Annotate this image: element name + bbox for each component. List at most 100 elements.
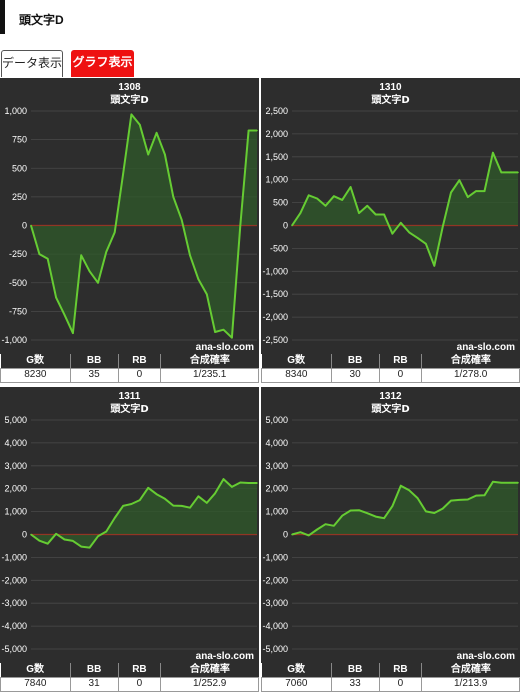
- y-tick-label: -5,000: [262, 644, 288, 654]
- data-point: [291, 224, 293, 227]
- y-tick-label: 2,000: [265, 129, 288, 139]
- data-point: [492, 481, 494, 483]
- tab-graph-view[interactable]: グラフ表示: [71, 50, 134, 77]
- data-point: [508, 171, 511, 174]
- data-point: [374, 515, 377, 518]
- data-point: [316, 197, 318, 200]
- data-point: [307, 534, 310, 537]
- stats-header-row: G数 BB RB 合成確率: [261, 663, 520, 677]
- data-point: [155, 493, 158, 495]
- data-point: [366, 512, 369, 514]
- data-point: [433, 265, 436, 267]
- chart-title: 1312: [379, 391, 402, 402]
- data-point: [164, 153, 166, 156]
- stats-rate-cell: 1/252.9: [160, 676, 259, 692]
- data-point: [239, 224, 242, 227]
- data-point: [391, 232, 394, 235]
- data-point: [256, 482, 258, 484]
- data-point: [247, 129, 250, 132]
- data-point: [299, 531, 302, 533]
- y-tick-label: 1,000: [265, 175, 288, 185]
- data-point: [30, 224, 32, 227]
- stats-header-cell: BB: [331, 354, 380, 368]
- data-point: [358, 509, 360, 511]
- data-point: [239, 481, 242, 484]
- y-tick-label: -2,000: [262, 312, 288, 322]
- data-point: [475, 494, 477, 497]
- data-point: [416, 237, 419, 239]
- data-point: [105, 530, 108, 533]
- y-tick-label: 2,000: [4, 484, 27, 494]
- data-point: [231, 486, 233, 488]
- chart-title: 1311: [119, 391, 141, 402]
- stats-games-cell: 7840: [0, 676, 71, 692]
- data-point: [80, 545, 82, 548]
- data-point: [341, 199, 343, 201]
- stats-bb-cell: 35: [69, 367, 119, 383]
- y-tick-label: -3,000: [1, 598, 27, 608]
- stats-bb-cell: 33: [330, 676, 380, 692]
- data-point: [508, 481, 511, 484]
- data-point: [450, 499, 452, 502]
- data-point: [55, 296, 57, 299]
- data-point: [467, 196, 469, 198]
- chart-container: 1308 頭文字D 1,000 750 500 250 0 -250 -500 -750 -1,00…: [0, 78, 259, 354]
- data-point: [222, 328, 225, 331]
- y-tick-label: -4,000: [1, 621, 27, 631]
- stats-games-cell: 7060: [261, 676, 332, 692]
- stats-header-cell: 合成確率: [160, 663, 259, 677]
- data-point: [38, 539, 41, 542]
- stats-header-row: G数 BB RB 合成確率: [0, 354, 259, 368]
- data-point: [366, 205, 369, 207]
- data-point: [88, 270, 91, 273]
- data-point: [333, 525, 335, 527]
- stats-table: G数 BB RB 合成確率 8230 35 0 1/235.1: [0, 354, 259, 383]
- stats-header-cell: 合成確率: [421, 354, 520, 368]
- data-point: [517, 171, 519, 174]
- data-point: [458, 499, 461, 501]
- data-point: [475, 190, 477, 192]
- data-point: [63, 538, 66, 541]
- series-line: [291, 480, 518, 537]
- chart-title: 1310: [379, 82, 402, 93]
- series-line: [30, 478, 257, 549]
- data-point: [46, 257, 49, 260]
- chart-title: 1308: [118, 82, 141, 93]
- data-point: [139, 123, 141, 126]
- stats-rb-cell: 0: [117, 367, 162, 383]
- data-point: [467, 498, 469, 501]
- tab-data-view[interactable]: データ表示: [1, 50, 63, 77]
- data-point: [147, 487, 149, 489]
- data-point: [80, 254, 82, 257]
- data-point: [130, 113, 133, 116]
- data-point: [374, 213, 377, 216]
- stats-header-cell: BB: [331, 663, 380, 677]
- stats-bb-cell: 31: [69, 676, 119, 692]
- data-point: [341, 514, 343, 517]
- data-point: [299, 212, 302, 214]
- stats-header-cell: RB: [118, 663, 162, 677]
- stats-table: G数 BB RB 合成確率 7840 31 0 1/252.9: [0, 663, 259, 692]
- data-point: [291, 533, 293, 536]
- data-point: [130, 503, 133, 505]
- data-point: [113, 517, 116, 519]
- data-point: [517, 481, 519, 484]
- data-point: [256, 129, 258, 132]
- watermark-label: ana-slo.com: [457, 342, 515, 353]
- data-point: [72, 540, 74, 542]
- stats-rate-cell: 1/235.1: [160, 367, 259, 383]
- y-tick-label: 0: [22, 221, 27, 231]
- data-point: [391, 505, 394, 507]
- stats-rb-cell: 0: [378, 676, 423, 692]
- data-point: [180, 505, 183, 507]
- data-point: [383, 517, 385, 519]
- y-tick-label: -2,000: [262, 575, 288, 585]
- data-point: [307, 194, 310, 197]
- data-point: [408, 231, 410, 234]
- data-point: [408, 489, 410, 492]
- series-area: [292, 152, 518, 266]
- stats-header-cell: 合成確率: [421, 663, 520, 677]
- watermark-label: ana-slo.com: [196, 651, 254, 662]
- y-tick-label: -4,000: [262, 621, 288, 631]
